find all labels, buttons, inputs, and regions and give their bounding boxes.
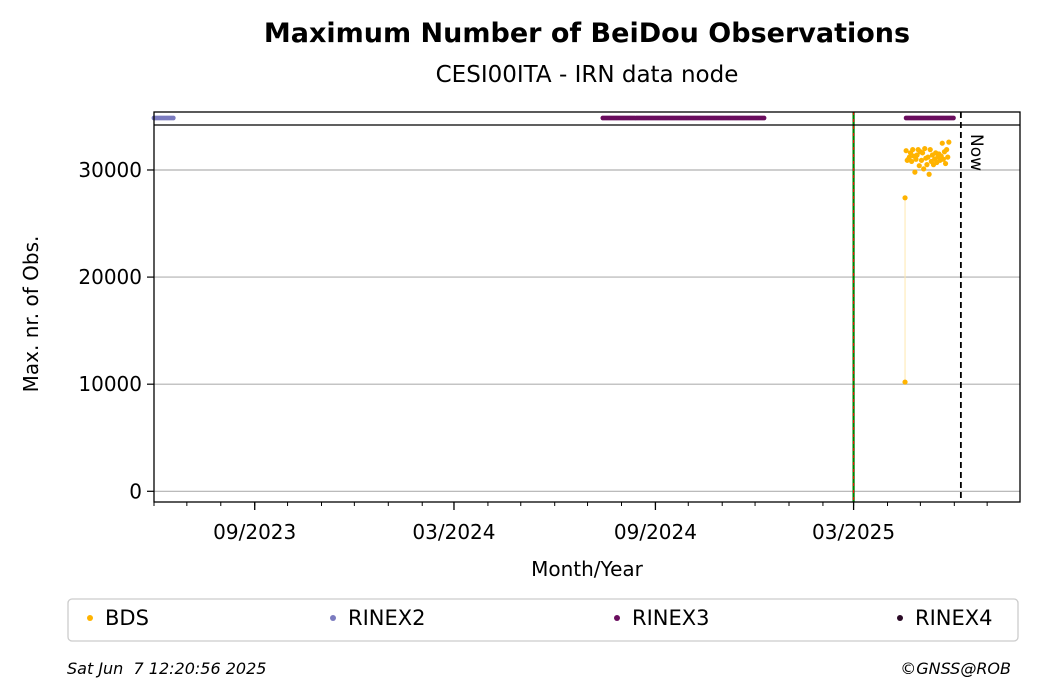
- plot-frame: [153, 111, 1021, 503]
- bds-point: [919, 150, 926, 156]
- y-tick-label: 10000: [78, 372, 142, 396]
- x-tick-label: 03/2025: [812, 520, 895, 544]
- bds-point: [942, 160, 949, 167]
- now-label: Now: [966, 134, 986, 171]
- legend-marker: [614, 615, 620, 621]
- legend: BDS RINEX2 RINEX3 RINEX4: [87, 606, 993, 630]
- bds-point: [925, 154, 931, 160]
- x-axis-ticks: 09/2023 03/2024 09/2024 03/2025: [153, 502, 988, 544]
- bds-point: [922, 145, 928, 152]
- bds-point: [939, 140, 945, 146]
- rinex-bands: [151, 115, 956, 121]
- bds-point: [927, 147, 933, 153]
- y-tick-label: 0: [129, 479, 142, 503]
- legend-marker: [897, 615, 903, 621]
- x-tick-label: 09/2024: [614, 520, 697, 544]
- reference-lines: Now: [852, 112, 986, 502]
- bds-point: [945, 154, 951, 160]
- bds-point: [940, 156, 946, 162]
- band-point: [170, 115, 176, 121]
- bds-point: [916, 163, 922, 169]
- x-tick-label: 09/2023: [213, 520, 296, 544]
- band-point: [761, 115, 767, 121]
- bds-point: [912, 169, 918, 175]
- x-axis-label: Month/Year: [531, 557, 644, 581]
- bds-point: [902, 379, 908, 385]
- bds-point: [926, 171, 932, 177]
- footer-timestamp: Sat Jun 7 12:20:56 2025: [67, 659, 266, 678]
- bds-point: [913, 156, 919, 162]
- band-point: [951, 115, 956, 121]
- bds-point: [902, 195, 908, 201]
- footer-credit: ©GNSS@ROB: [900, 659, 1011, 678]
- bds-point: [910, 147, 916, 153]
- bds-point: [921, 166, 927, 172]
- y-tick-label: 30000: [78, 158, 142, 182]
- x-tick-label: 03/2024: [412, 520, 495, 544]
- bds-point: [918, 157, 925, 163]
- bds-point: [914, 152, 920, 158]
- legend-marker: [330, 615, 336, 621]
- legend-label: RINEX4: [915, 606, 993, 630]
- legend-marker: [87, 615, 93, 621]
- legend-box: [67, 598, 1019, 642]
- bds-point: [924, 162, 930, 168]
- legend-label: BDS: [105, 606, 149, 630]
- bds-points: [902, 139, 952, 385]
- bds-point: [903, 148, 909, 154]
- bds-point: [906, 154, 913, 160]
- grid-lines: [154, 169, 1020, 492]
- legend-label: RINEX3: [632, 606, 710, 630]
- bds-point: [946, 139, 952, 145]
- y-tick-label: 20000: [78, 265, 142, 289]
- chart-subtitle: CESI00ITA - IRN data node: [436, 62, 739, 88]
- y-axis-label: Max. nr. of Obs.: [19, 236, 43, 393]
- chart-title: Maximum Number of BeiDou Observations: [264, 18, 910, 49]
- legend-label: RINEX2: [348, 606, 426, 630]
- bds-point: [909, 158, 915, 165]
- y-axis-ticks: 0 10000 20000 30000: [78, 158, 154, 503]
- bds-point: [944, 147, 950, 153]
